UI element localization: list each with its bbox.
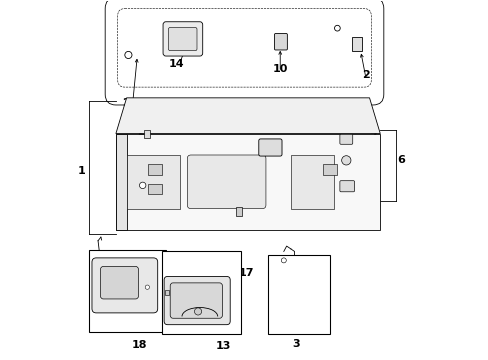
Circle shape xyxy=(341,156,350,165)
Bar xyxy=(148,184,162,194)
Text: 5: 5 xyxy=(237,207,244,217)
Text: 4: 4 xyxy=(283,293,291,303)
Bar xyxy=(148,164,162,175)
FancyBboxPatch shape xyxy=(339,134,352,144)
Text: 11: 11 xyxy=(247,136,263,146)
FancyBboxPatch shape xyxy=(118,9,370,87)
FancyBboxPatch shape xyxy=(168,27,197,51)
Bar xyxy=(323,164,337,175)
Polygon shape xyxy=(116,134,126,230)
Circle shape xyxy=(139,182,145,189)
Circle shape xyxy=(145,285,149,289)
Text: 18: 18 xyxy=(131,341,146,350)
FancyBboxPatch shape xyxy=(258,139,282,156)
Polygon shape xyxy=(290,155,333,208)
Polygon shape xyxy=(116,134,380,230)
Circle shape xyxy=(334,25,340,31)
Text: 12: 12 xyxy=(121,211,136,221)
Bar xyxy=(162,251,241,334)
Polygon shape xyxy=(126,155,180,208)
Text: 23: 23 xyxy=(122,98,137,108)
FancyBboxPatch shape xyxy=(105,0,383,105)
Text: 14: 14 xyxy=(168,59,184,69)
Text: 13: 13 xyxy=(215,341,230,351)
Text: 6: 6 xyxy=(397,156,405,165)
Text: 10: 10 xyxy=(272,64,287,73)
Circle shape xyxy=(194,308,201,315)
Text: 16: 16 xyxy=(218,311,234,321)
Text: 20: 20 xyxy=(137,127,152,137)
Text: 17: 17 xyxy=(238,268,254,278)
Text: 3: 3 xyxy=(292,339,300,349)
Text: 22: 22 xyxy=(92,262,107,273)
FancyBboxPatch shape xyxy=(274,33,287,50)
FancyBboxPatch shape xyxy=(187,155,265,208)
FancyBboxPatch shape xyxy=(92,258,157,313)
Bar xyxy=(165,290,169,296)
Bar xyxy=(351,37,362,51)
Text: 2: 2 xyxy=(361,69,369,80)
Text: 15: 15 xyxy=(188,282,203,292)
Circle shape xyxy=(124,51,132,59)
FancyBboxPatch shape xyxy=(339,181,354,192)
Bar xyxy=(89,249,165,332)
FancyBboxPatch shape xyxy=(101,266,138,299)
Circle shape xyxy=(281,258,285,263)
FancyBboxPatch shape xyxy=(170,283,222,318)
Bar xyxy=(235,207,242,216)
Bar xyxy=(143,130,150,138)
Text: 7: 7 xyxy=(368,132,376,142)
FancyBboxPatch shape xyxy=(163,22,203,56)
Text: 1: 1 xyxy=(78,166,86,176)
Text: 8: 8 xyxy=(368,161,376,171)
Text: 19: 19 xyxy=(126,182,142,192)
FancyBboxPatch shape xyxy=(164,276,230,325)
Bar xyxy=(267,255,329,334)
Text: 9: 9 xyxy=(368,186,376,196)
Text: 21: 21 xyxy=(119,145,134,155)
Polygon shape xyxy=(116,98,380,134)
